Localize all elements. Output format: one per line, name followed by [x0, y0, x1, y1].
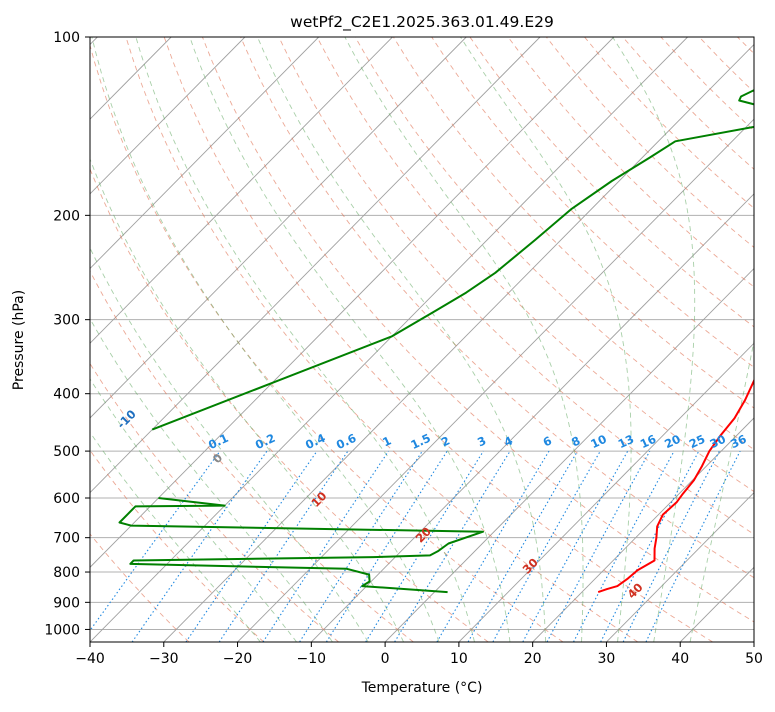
- x-axis-label: Temperature (°C): [361, 680, 483, 696]
- isotherm-line: [754, 37, 775, 642]
- x-tick-label: 40: [671, 651, 689, 667]
- mixing-ratio-label: 2: [439, 433, 452, 449]
- isotherm-line: [0, 37, 540, 642]
- isotherm-line: [0, 37, 245, 642]
- mixing-ratio-label: 1.5: [408, 431, 432, 452]
- dewpoint-profile: [152, 37, 775, 430]
- moist-adiabat-line: [92, 37, 439, 642]
- isotherm-line: [385, 37, 775, 642]
- x-tick-label: 30: [598, 651, 616, 667]
- moist-adiabat-line: [0, 37, 297, 642]
- dry-adiabat-line: [737, 37, 775, 642]
- mixing-ratio-label: 8: [569, 433, 582, 449]
- isotherm-line: [459, 37, 775, 642]
- mixing-ratio-label: 20: [662, 432, 682, 451]
- mixing-ratio-label: 6: [541, 433, 554, 449]
- moist-adiabat-line: [690, 37, 775, 642]
- dry-adiabat-line: [0, 37, 264, 642]
- x-tick-label: 50: [745, 651, 763, 667]
- mixing-ratio-line: [326, 451, 447, 642]
- dry-adiabat-line: [661, 37, 775, 642]
- mixing-ratio-label: 0.1: [206, 431, 230, 452]
- dry-adiabat-line: [50, 37, 489, 642]
- mixing-ratio-line: [623, 451, 719, 642]
- mixing-ratio-label: 13: [616, 432, 636, 451]
- x-tick-label: −40: [75, 651, 105, 667]
- isotherm-line: [311, 37, 775, 642]
- y-tick-label: 200: [53, 208, 80, 224]
- mixing-ratio-line: [186, 451, 317, 642]
- x-tick-label: 0: [381, 651, 390, 667]
- y-tick-label: 600: [53, 491, 80, 507]
- dry-adiabat-line: [432, 37, 775, 642]
- isotherm-line: [0, 37, 392, 642]
- moist-adiabat-line: [23, 37, 368, 642]
- x-tick-label: −20: [223, 651, 253, 667]
- moist-adiabat-line: [345, 37, 583, 642]
- dry-adiabat-line: [279, 37, 775, 642]
- mixing-ratio-line: [366, 451, 484, 642]
- dry-adiabat-line: [241, 37, 775, 642]
- isotherm-line: [238, 37, 775, 642]
- moist-adiabat-line: [0, 37, 333, 642]
- isotherm-line: [90, 37, 688, 642]
- moist-adiabat-line: [461, 37, 632, 642]
- mixing-ratio-label: 16: [638, 432, 658, 451]
- y-tick-label: 400: [53, 387, 80, 403]
- mixing-ratio-line: [437, 451, 549, 642]
- x-tick-label: 20: [524, 651, 542, 667]
- mixing-ratio-label: 1: [380, 433, 393, 449]
- dry-adiabat-line: [699, 37, 775, 642]
- dry-adiabat-label: 30: [520, 555, 541, 576]
- y-tick-label: 500: [53, 444, 80, 460]
- y-tick-label: 100: [53, 30, 80, 46]
- mixing-ratio-line: [493, 451, 600, 642]
- mixing-ratio-label: 25: [687, 432, 707, 451]
- x-tick-label: 10: [450, 651, 468, 667]
- y-axis-label: Pressure (hPa): [11, 290, 27, 390]
- isotherm-line: [16, 37, 614, 642]
- y-tick-label: 1000: [44, 622, 80, 638]
- mixing-ratio-line: [574, 451, 675, 642]
- mixing-ratio-label: 0.4: [303, 431, 327, 452]
- chart-title: wetPf2_C2E1.2025.363.01.49.E29: [290, 13, 554, 32]
- mixing-ratio-line: [523, 451, 628, 642]
- dry-adiabat-line: [0, 37, 339, 642]
- x-tick-label: −10: [297, 651, 327, 667]
- mixing-ratio-line: [601, 451, 699, 642]
- y-tick-label: 700: [53, 531, 80, 547]
- dry-adiabat-line: [0, 37, 189, 642]
- mixing-ratio-line: [395, 451, 511, 642]
- mixing-ratio-label: 10: [588, 432, 608, 451]
- dry-adiabat-label: -10: [114, 407, 139, 432]
- y-tick-label: 300: [53, 313, 80, 329]
- dry-adiabat-line: [546, 37, 775, 642]
- x-tick-label: −30: [149, 651, 179, 667]
- mixing-ratio-label: 3: [475, 433, 488, 449]
- mixing-ratio-line: [300, 451, 423, 642]
- isotherm-line: [680, 37, 775, 642]
- dry-adiabat-line: [355, 37, 775, 642]
- isotherm-line: [164, 37, 762, 642]
- y-tick-label: 800: [53, 565, 80, 581]
- mixing-ratio-line: [263, 451, 389, 642]
- dry-adiabat-label: 20: [413, 524, 434, 545]
- dry-adiabat-line: [11, 37, 413, 642]
- mixing-ratio-line: [219, 451, 348, 642]
- dry-adiabat-label: 40: [624, 580, 645, 601]
- y-tick-label: 900: [53, 595, 80, 611]
